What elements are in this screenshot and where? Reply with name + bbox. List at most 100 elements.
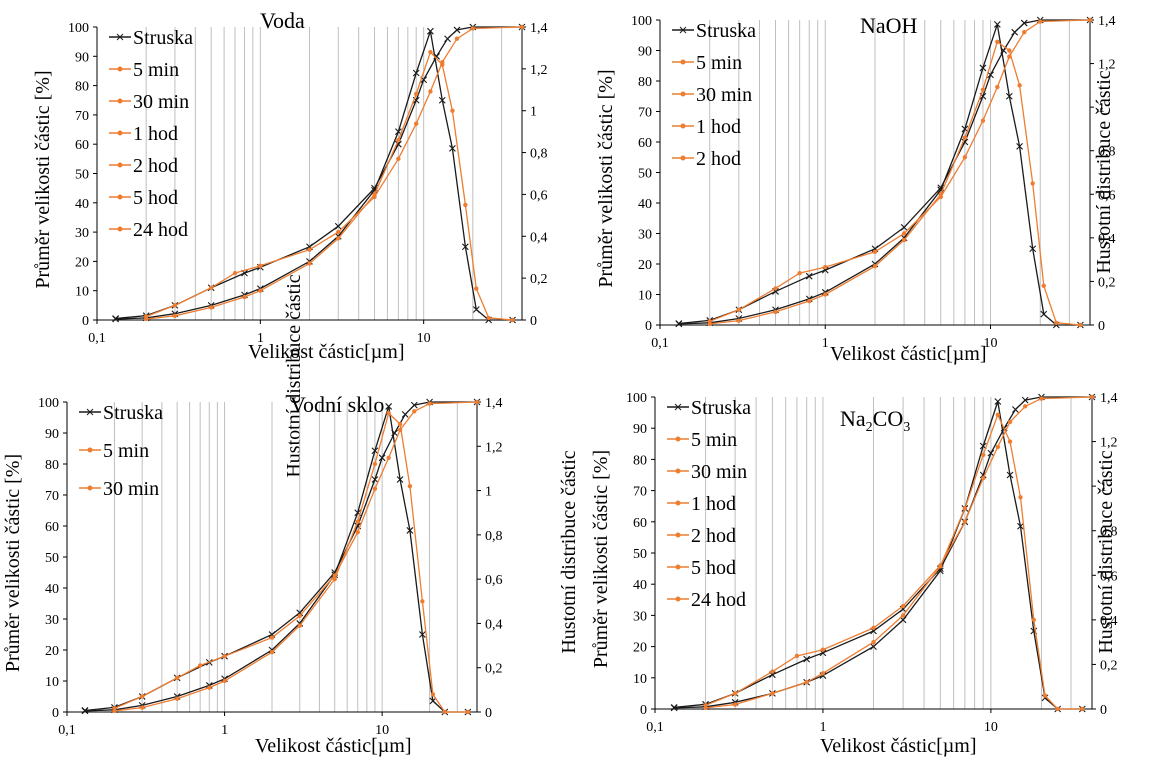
cumulative-curve — [709, 19, 1091, 322]
y-left-tick-label: 70 — [45, 489, 59, 504]
data-point — [510, 317, 515, 323]
data-point — [1007, 48, 1012, 53]
marker-stroke — [1017, 522, 1024, 530]
y-axis-label-left: Průměr velikosti částic [%] — [590, 450, 612, 668]
series-sample — [703, 394, 1095, 712]
data-point — [112, 315, 119, 323]
data-point — [197, 663, 203, 668]
marker-stroke — [871, 245, 879, 253]
data-point — [1016, 142, 1023, 150]
y-left-tick-label: 10 — [45, 675, 59, 690]
data-point — [474, 286, 479, 291]
marker-stroke — [406, 527, 414, 534]
legend-marker — [680, 91, 686, 97]
legend-marker — [117, 130, 123, 136]
data-point — [670, 704, 678, 712]
data-point — [334, 222, 342, 230]
y-axis-label-right: Hustotní distribuce částic — [1095, 450, 1117, 653]
marker-stroke — [899, 605, 907, 613]
y-right-tick-label: 1,2 — [530, 63, 548, 78]
x-tick-label: 0,1 — [646, 720, 664, 735]
data-point — [900, 613, 906, 618]
data-point — [174, 675, 180, 681]
x-tick-label: 10 — [984, 720, 998, 735]
data-point — [449, 144, 456, 152]
legend-marker — [675, 500, 681, 506]
data-point — [139, 694, 145, 699]
legend: Struska 5 min 30 min 1 hod 2 hod 5 hod 24 hod — [109, 27, 193, 241]
marker-stroke — [805, 272, 813, 280]
data-point — [450, 108, 455, 113]
data-point — [980, 87, 986, 92]
y-left-tick-label: 80 — [75, 80, 89, 95]
y-left-tick-label: 90 — [75, 50, 89, 65]
marker-stroke — [900, 224, 908, 231]
legend-label: 5 min — [133, 59, 179, 81]
marker-stroke — [427, 27, 434, 35]
data-point — [995, 84, 1000, 90]
y-right-tick-label: 1,2 — [485, 440, 503, 455]
data-point — [269, 635, 275, 640]
y-axis-label-left: Průměr velikosti částic [%] — [595, 69, 617, 287]
marker-stroke — [394, 128, 402, 136]
y-left-tick-label: 0 — [645, 319, 652, 334]
data-point — [440, 62, 445, 67]
legend-label: 30 min — [103, 478, 159, 500]
data-point — [773, 309, 778, 315]
data-point — [1017, 522, 1024, 530]
data-point — [430, 692, 436, 697]
marker-stroke — [1011, 28, 1019, 36]
legend-marker — [117, 162, 123, 168]
y-left-tick-label: 40 — [75, 197, 89, 212]
data-point — [112, 708, 117, 714]
marker-stroke — [438, 96, 446, 104]
data-point — [980, 118, 986, 123]
legend-marker — [87, 447, 93, 453]
legend-marker — [675, 564, 681, 570]
x-tick-label: 10 — [417, 331, 431, 346]
data-point — [804, 680, 809, 685]
data-point — [396, 476, 404, 483]
data-point — [242, 294, 247, 300]
marker-stroke — [354, 509, 362, 517]
y-left-tick-label: 60 — [45, 520, 59, 535]
x-tick-label: 1 — [221, 723, 228, 738]
data-point — [938, 564, 943, 569]
title-part: Na — [840, 406, 866, 431]
y-left-tick-label: 60 — [75, 138, 89, 153]
series-sample — [143, 24, 525, 323]
y-left-tick-label: 20 — [638, 258, 652, 273]
marker-stroke — [1016, 142, 1023, 150]
legend-marker — [117, 194, 123, 200]
data-point — [371, 476, 379, 483]
y-right-tick-label: 1,4 — [1098, 14, 1116, 29]
y-right-tick-label: 1,4 — [530, 21, 548, 36]
data-point — [385, 403, 393, 410]
legend-label: 2 hod — [691, 525, 736, 547]
data-point — [378, 454, 386, 462]
data-point — [1078, 322, 1083, 328]
marker-stroke — [979, 92, 987, 100]
y-left-tick-label: 0 — [640, 703, 647, 718]
x-tick-label: 0,1 — [651, 336, 669, 351]
legend-marker — [675, 596, 681, 602]
data-point — [413, 91, 419, 97]
y-left-tick-label: 40 — [633, 578, 647, 593]
data-point — [336, 236, 341, 241]
y-left-tick-label: 30 — [75, 226, 89, 241]
marker-stroke — [1021, 396, 1029, 404]
data-point — [1017, 83, 1022, 88]
data-point — [820, 647, 826, 652]
legend-label: 2 hod — [133, 155, 178, 177]
data-point — [872, 249, 878, 254]
series-sample — [112, 399, 480, 715]
legend-marker — [675, 468, 681, 474]
data-point — [901, 237, 907, 243]
data-point — [937, 186, 945, 194]
marker-stroke — [461, 243, 469, 251]
data-point — [372, 192, 377, 197]
y-axis-label-left: Průměr velikosti částic [%] — [32, 70, 54, 288]
marker-stroke — [401, 411, 409, 418]
data-point — [732, 702, 738, 707]
y-axis-label-right: Hustotní distribuce částic — [558, 450, 580, 653]
